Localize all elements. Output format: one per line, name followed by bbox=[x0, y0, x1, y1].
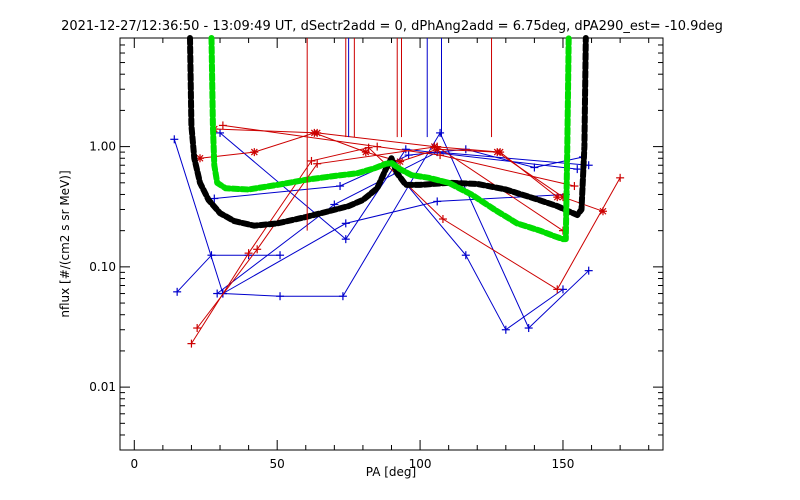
data-point bbox=[338, 292, 347, 301]
data-point bbox=[496, 148, 505, 157]
green-model-curve bbox=[208, 35, 572, 243]
data-point bbox=[573, 165, 582, 174]
data-point bbox=[584, 266, 593, 275]
y-tick-label: 1.00 bbox=[89, 140, 116, 154]
data-point bbox=[307, 156, 316, 165]
data-point bbox=[396, 157, 405, 166]
data-point bbox=[436, 151, 445, 160]
data-point bbox=[244, 249, 253, 258]
black-model-curve bbox=[187, 35, 589, 229]
axis-ticks: 0 50 100 150 0.01 0.10 1.00 bbox=[89, 37, 663, 471]
y-tick-label: 0.10 bbox=[89, 260, 116, 274]
data-point bbox=[218, 121, 227, 130]
x-tick-label: 150 bbox=[552, 457, 575, 471]
blue-series-line bbox=[216, 151, 589, 294]
data-point bbox=[313, 128, 322, 137]
data-point bbox=[213, 289, 222, 298]
x-tick-label: 0 bbox=[130, 457, 138, 471]
chart-title: 2021-12-27/12:36:50 - 13:09:49 UT, dSect… bbox=[61, 19, 723, 34]
red-series-line bbox=[222, 124, 575, 187]
x-tick-label: 100 bbox=[409, 457, 432, 471]
data-point bbox=[276, 251, 285, 260]
data-point bbox=[404, 151, 413, 160]
red-series-line bbox=[196, 146, 564, 329]
data-point bbox=[461, 251, 470, 260]
data-point bbox=[361, 148, 370, 157]
data-point bbox=[253, 245, 262, 254]
data-point bbox=[524, 324, 533, 333]
data-point bbox=[553, 285, 562, 294]
data-point bbox=[436, 128, 445, 137]
data-point bbox=[173, 287, 182, 296]
data-point bbox=[170, 135, 179, 144]
data-point bbox=[336, 182, 345, 191]
blue-series-line bbox=[173, 131, 590, 329]
data-point bbox=[433, 197, 442, 206]
data-point bbox=[276, 292, 285, 301]
data-point bbox=[438, 215, 447, 224]
data-point bbox=[187, 339, 196, 348]
x-axis-label: PA [deg] bbox=[366, 465, 416, 479]
data-point bbox=[373, 142, 382, 151]
y-axis-label: nflux [#/(cm2 s sr MeV)] bbox=[58, 170, 72, 317]
plot-area bbox=[170, 35, 625, 348]
data-point bbox=[570, 182, 579, 191]
data-point bbox=[193, 324, 202, 333]
blue-series-line bbox=[396, 172, 564, 331]
data-point bbox=[216, 128, 225, 137]
data-point bbox=[313, 159, 322, 168]
y-tick-label: 0.01 bbox=[89, 380, 116, 394]
data-point bbox=[501, 325, 510, 334]
data-point bbox=[341, 235, 350, 244]
blue-series-line bbox=[176, 254, 280, 293]
red-series-line bbox=[190, 147, 621, 344]
data-point bbox=[210, 194, 219, 203]
data-point bbox=[250, 148, 259, 157]
data-point bbox=[530, 163, 539, 172]
data-point bbox=[616, 173, 625, 182]
blue-series-line bbox=[222, 194, 566, 294]
x-tick-label: 50 bbox=[270, 457, 285, 471]
plot-frame bbox=[119, 37, 664, 451]
data-point bbox=[207, 251, 216, 260]
data-point bbox=[341, 219, 350, 228]
data-point bbox=[598, 207, 607, 216]
data-point bbox=[553, 193, 562, 202]
data-point bbox=[430, 142, 439, 151]
data-point bbox=[401, 145, 410, 154]
